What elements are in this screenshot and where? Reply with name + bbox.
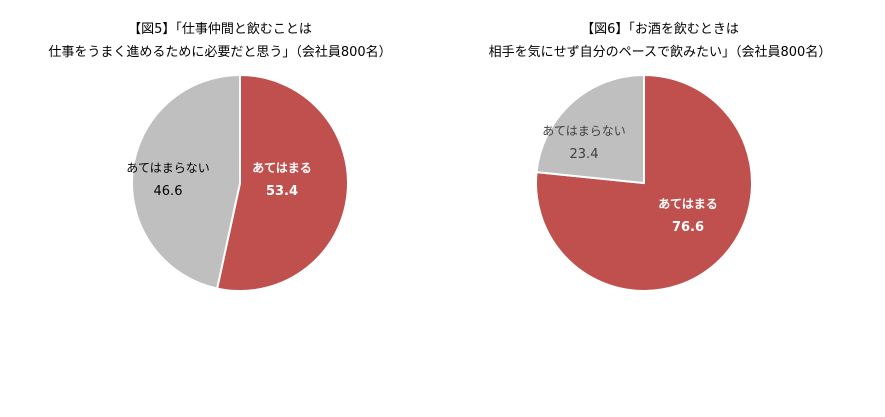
pie-plot: あてはまる 53.4 あてはまらない 46.6 xyxy=(126,73,349,292)
slice-value-label: 53.4 xyxy=(266,184,298,199)
chart-title-line-1: 【図5】「仕事仲間と飲むことは xyxy=(128,22,312,37)
pie-slice-not-applies xyxy=(535,73,645,185)
chart-title-line-1: 【図6】「お酒を飲むときは xyxy=(581,22,739,37)
chart-title-line-2: 相手を気にせず自分のペースで飲みたい」（会社員800名） xyxy=(488,45,832,60)
slice-value-label: 76.6 xyxy=(672,220,704,235)
slice-value-label: 46.6 xyxy=(154,184,183,199)
pie-chart-figure-5: 【図5】「仕事仲間と飲むことは 仕事をうまく進めるために必要だと思う」（会社員8… xyxy=(0,0,440,417)
pie-slice-applies xyxy=(215,73,349,292)
slice-label: あてはまらない xyxy=(542,124,626,138)
slice-label: あてはまらない xyxy=(126,161,210,175)
slice-value-label: 23.4 xyxy=(570,147,599,162)
slice-label: あてはまる xyxy=(658,197,718,211)
pie-slice-not-applies xyxy=(131,73,241,290)
slice-label: あてはまる xyxy=(252,161,312,175)
pie-plot: あてはまる 76.6 あてはまらない 23.4 xyxy=(535,73,753,292)
pie-chart-figure-6: 【図6】「お酒を飲むときは 相手を気にせず自分のペースで飲みたい」（会社員800… xyxy=(440,0,880,417)
chart-title-line-2: 仕事をうまく進めるために必要だと思う」（会社員800名） xyxy=(48,45,392,60)
